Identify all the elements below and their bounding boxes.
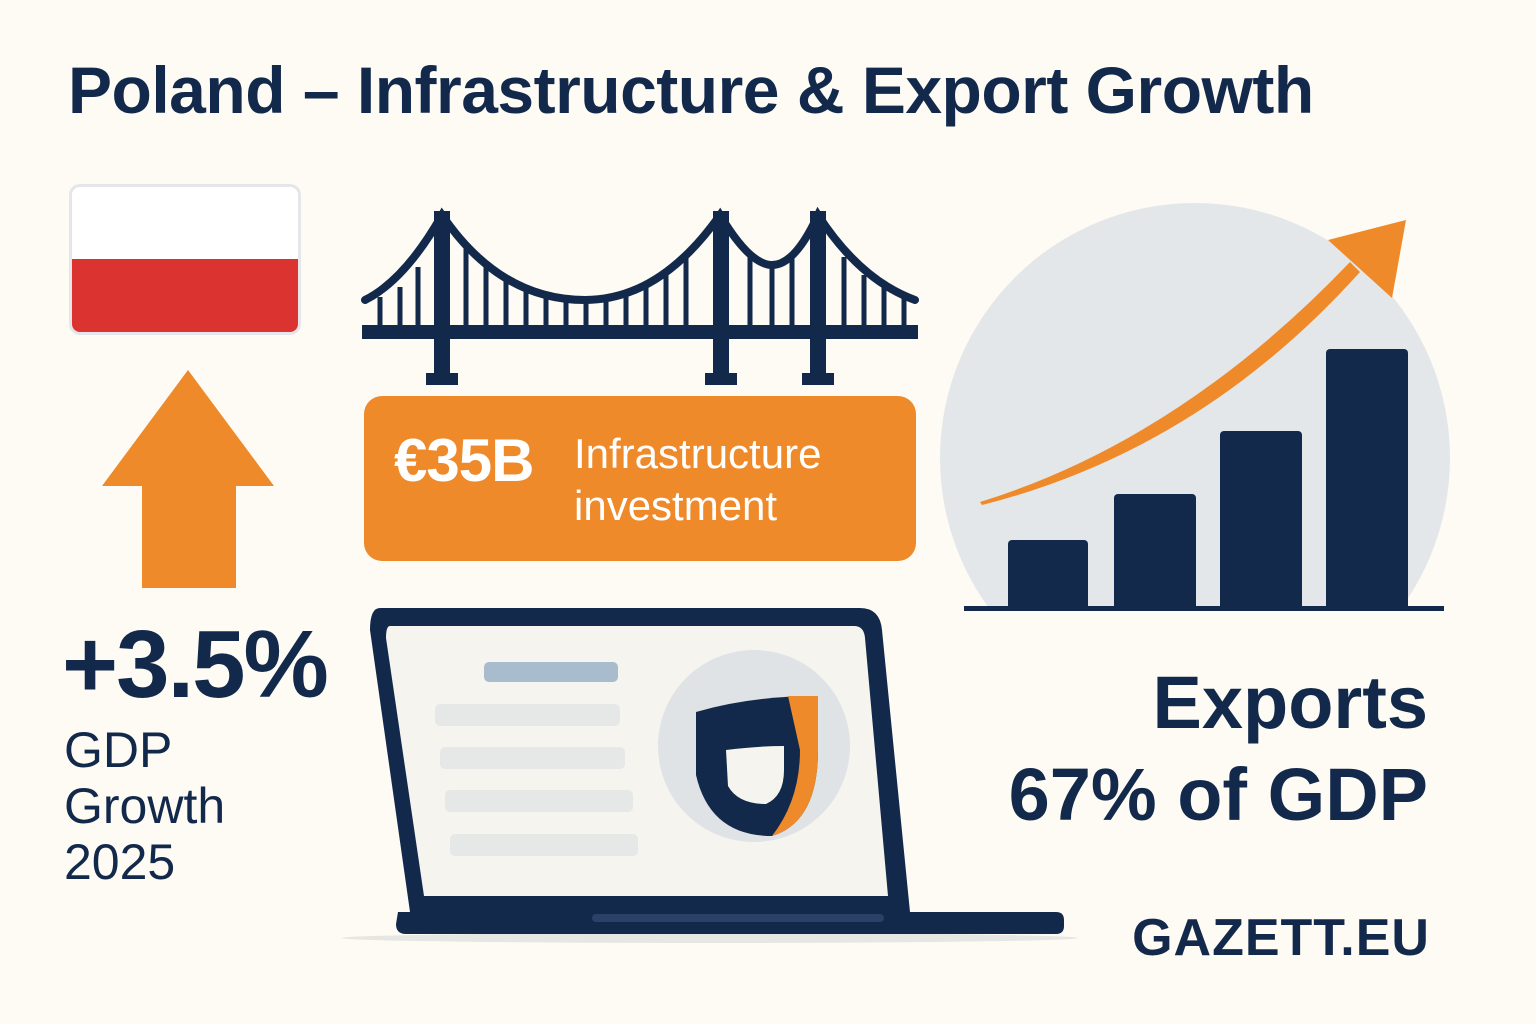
gdp-growth-value: +3.5%	[62, 611, 329, 718]
brand-logo-text: GAZETT.EU	[1132, 909, 1430, 967]
bridge-icon	[361, 206, 919, 385]
gdp-label-line2: Growth	[64, 778, 226, 834]
gdp-label-line1: GDP	[64, 722, 173, 778]
up-arrow-icon	[102, 370, 274, 588]
exports-value: 67% of GDP	[1008, 753, 1428, 836]
shield-icon	[696, 696, 818, 836]
gdp-growth-label: GDP Growth 2025	[64, 722, 225, 890]
investment-amount: €35B	[394, 427, 534, 494]
investment-card: €35B Infrastructure investment	[364, 396, 916, 561]
poland-flag-icon	[72, 187, 298, 332]
investment-label-line2: investment	[574, 482, 778, 529]
investment-label: Infrastructure investment	[574, 428, 821, 532]
laptop-icon	[342, 608, 1078, 943]
page-title: Poland – Infrastructure & Export Growth	[68, 53, 1314, 127]
investment-label-line1: Infrastructure	[574, 430, 822, 477]
trend-arrow-icon	[980, 220, 1406, 505]
gdp-label-line3: 2025	[64, 834, 176, 890]
exports-title: Exports	[1152, 661, 1428, 744]
growth-bar-chart-icon	[940, 203, 1450, 611]
